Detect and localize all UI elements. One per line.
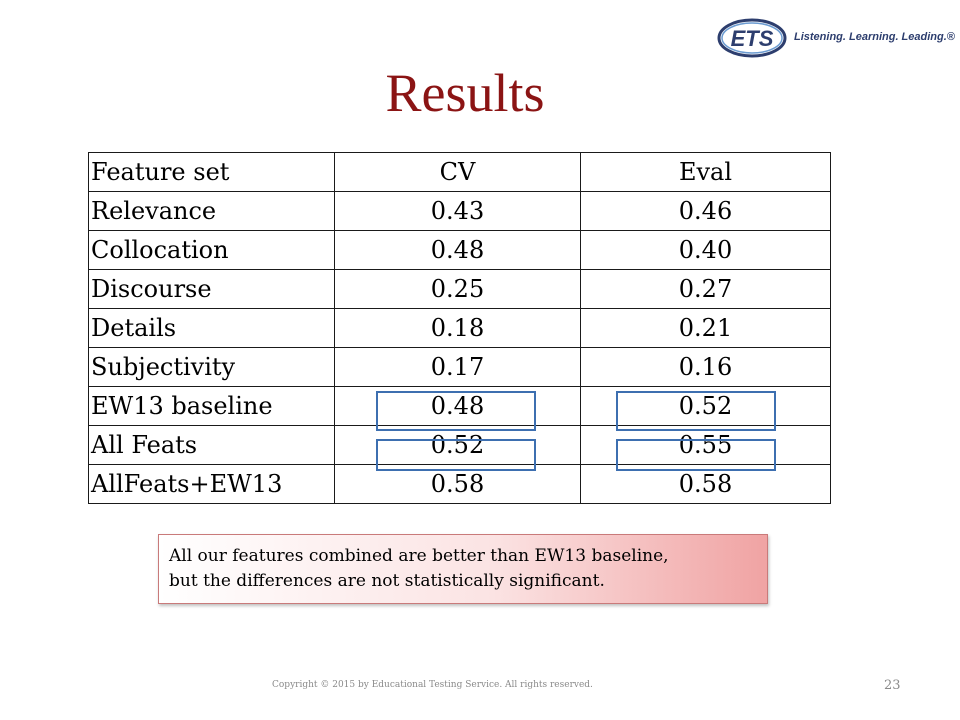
eval-cell: 0.55: [580, 425, 831, 465]
feature-set-cell: All Feats: [88, 425, 335, 465]
header-eval: Eval: [580, 152, 831, 192]
note-line-1: All our features combined are better tha…: [169, 546, 669, 566]
header-feature-set: Feature set: [88, 152, 335, 192]
eval-cell: 0.46: [580, 191, 831, 231]
cv-cell: 0.43: [334, 191, 581, 231]
table-row: Relevance 0.43 0.46: [88, 191, 831, 231]
highlight-box-ew13-eval: [616, 391, 776, 431]
tagline: Listening. Learning. Leading.®: [794, 31, 955, 43]
table-row: Discourse 0.25 0.27: [88, 269, 831, 309]
eval-cell: 0.40: [580, 230, 831, 270]
feature-set-cell: EW13 baseline: [88, 386, 335, 426]
header-cv: CV: [334, 152, 581, 192]
note-line-2: but the differences are not statisticall…: [169, 571, 605, 591]
highlight-box-allfeats-cv: [376, 439, 536, 471]
cv-cell: 0.48: [334, 230, 581, 270]
cv-cell: 0.18: [334, 308, 581, 348]
copyright-text: Copyright © 2015 by Educational Testing …: [272, 680, 593, 690]
feature-set-cell: Discourse: [88, 269, 335, 309]
eval-cell: 0.16: [580, 347, 831, 387]
cv-cell: 0.52: [334, 425, 581, 465]
ets-logo-mark: ETS: [717, 18, 787, 58]
table-row: EW13 baseline 0.48 0.52: [88, 386, 831, 426]
page-number: 23: [884, 678, 901, 693]
logo-text: ETS: [731, 26, 774, 51]
table-row: All Feats 0.52 0.55: [88, 425, 831, 465]
cv-cell: 0.17: [334, 347, 581, 387]
table-row: Details 0.18 0.21: [88, 308, 831, 348]
eval-cell: 0.27: [580, 269, 831, 309]
table-header-row: Feature set CV Eval: [88, 152, 831, 192]
ets-logo: ETS Listening. Learning. Leading.®: [716, 14, 955, 64]
feature-set-cell: Collocation: [88, 230, 335, 270]
feature-set-cell: AllFeats+EW13: [88, 464, 335, 504]
slide-title: Results: [385, 63, 545, 123]
cv-cell: 0.25: [334, 269, 581, 309]
table-row: Subjectivity 0.17 0.16: [88, 347, 831, 387]
table-row: Collocation 0.48 0.40: [88, 230, 831, 270]
cv-cell: 0.58: [334, 464, 581, 504]
feature-set-cell: Subjectivity: [88, 347, 335, 387]
cv-cell: 0.48: [334, 386, 581, 426]
callout-note: All our features combined are better tha…: [158, 534, 768, 604]
highlight-box-ew13-cv: [376, 391, 536, 431]
results-table: Feature set CV Eval Relevance 0.43 0.46 …: [88, 152, 831, 504]
highlight-box-allfeats-eval: [616, 439, 776, 471]
eval-cell: 0.21: [580, 308, 831, 348]
feature-set-cell: Details: [88, 308, 335, 348]
feature-set-cell: Relevance: [88, 191, 335, 231]
